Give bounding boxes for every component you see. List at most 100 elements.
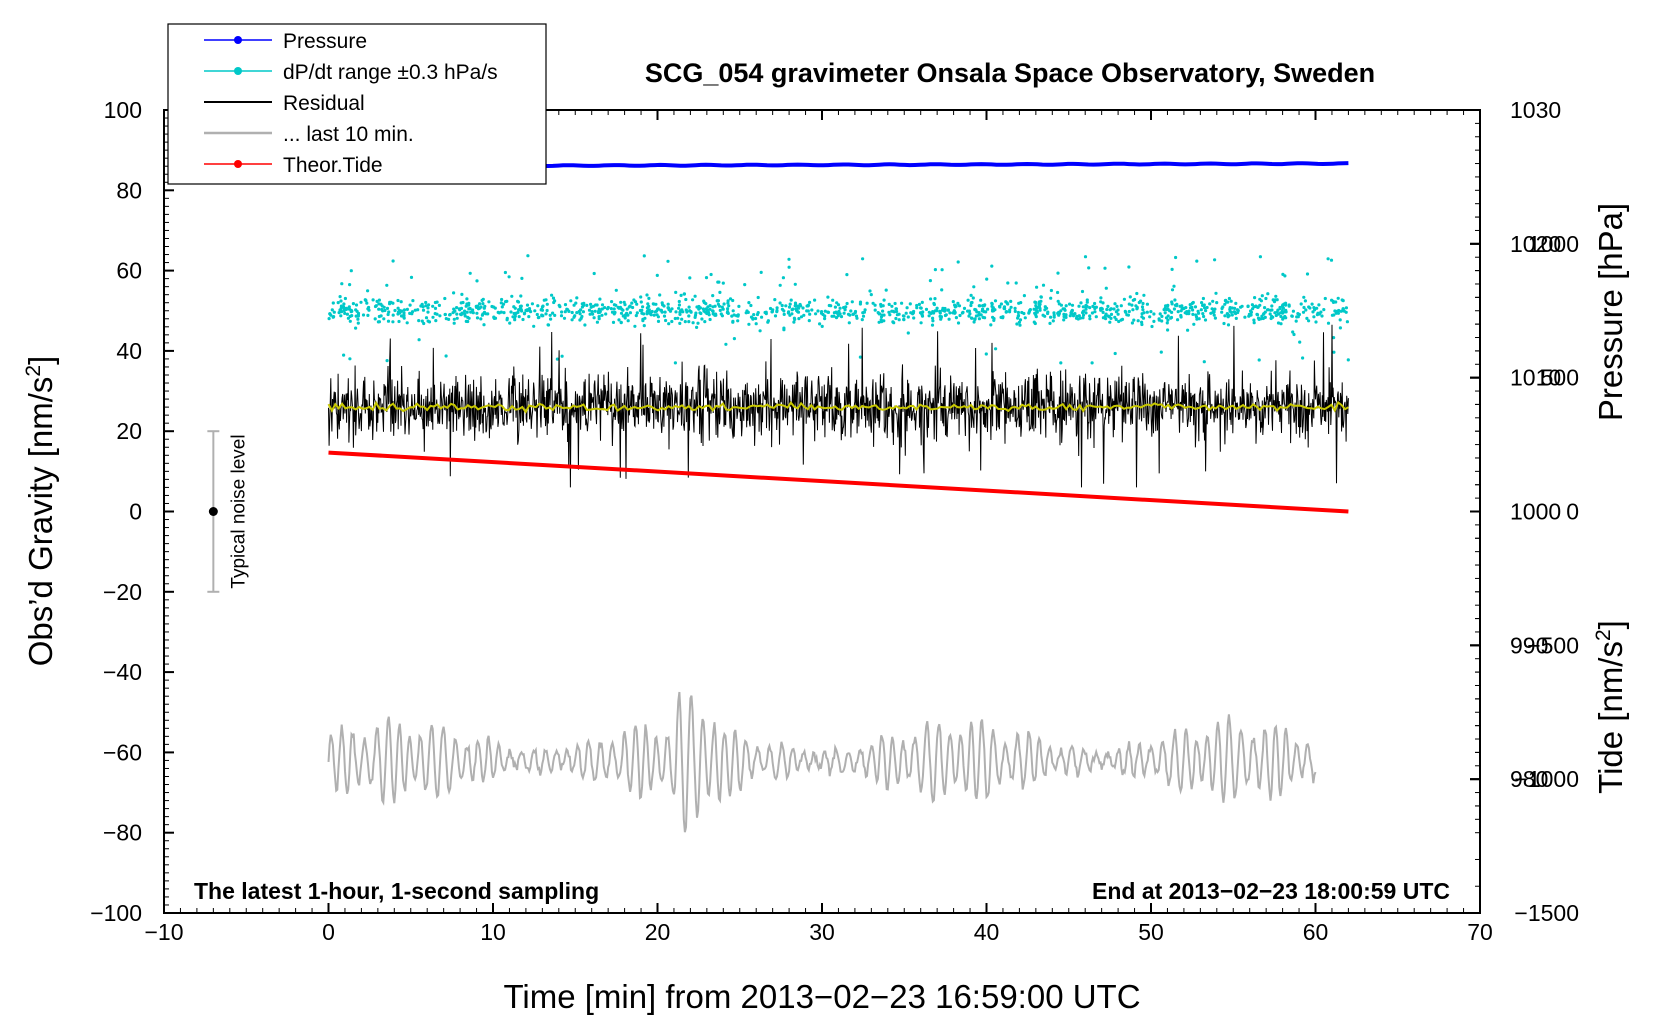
x-tick-label: 20	[645, 919, 671, 945]
dpdt-point	[1338, 326, 1342, 330]
dpdt-point	[1263, 306, 1267, 310]
dpdt-point	[623, 316, 627, 320]
dpdt-point	[1226, 312, 1230, 316]
dpdt-point	[901, 314, 906, 318]
dpdt-point	[905, 306, 909, 310]
legend: Pressure dP/dt range ±0.3 hPa/s Residual…	[167, 23, 547, 185]
dpdt-point	[452, 291, 456, 295]
dpdt-point	[1341, 307, 1345, 311]
dpdt-point	[481, 302, 485, 306]
dpdt-point	[788, 313, 792, 317]
dpdt-point	[560, 354, 564, 358]
dpdt-point	[773, 314, 778, 318]
dpdt-point	[548, 313, 552, 317]
dpdt-point	[377, 314, 381, 319]
dpdt-point	[720, 314, 725, 318]
dpdt-point	[617, 318, 621, 322]
dpdt-point	[1301, 310, 1306, 314]
dpdt-point	[677, 306, 681, 310]
dpdt-point	[887, 310, 891, 314]
dpdt-point	[625, 307, 629, 311]
dpdt-point	[339, 314, 343, 318]
dpdt-point	[1088, 314, 1092, 318]
dpdt-point	[873, 308, 877, 312]
dpdt-point	[704, 276, 709, 280]
dpdt-point	[1334, 311, 1338, 315]
dpdt-point	[1056, 299, 1060, 303]
dpdt-point	[499, 310, 503, 314]
dpdt-point	[1249, 309, 1253, 313]
dpdt-point	[813, 298, 817, 302]
dpdt-point	[639, 300, 643, 304]
dpdt-point	[780, 303, 784, 308]
dpdt-point	[585, 303, 589, 307]
dpdt-point	[1307, 319, 1311, 323]
dpdt-point	[391, 259, 395, 263]
dpdt-point	[1158, 312, 1162, 316]
dpdt-point	[931, 319, 935, 323]
dpdt-point	[1093, 301, 1097, 306]
dpdt-point	[1099, 296, 1103, 300]
dpdt-point	[1169, 315, 1174, 320]
residual-series	[328, 324, 1349, 488]
dpdt-point	[1229, 299, 1233, 303]
dpdt-point	[364, 298, 368, 303]
dpdt-point	[1330, 313, 1334, 317]
dpdt-point	[1104, 312, 1108, 316]
dpdt-point	[427, 303, 431, 307]
dpdt-point	[850, 300, 854, 304]
dpdt-point	[799, 315, 804, 319]
dpdt-point	[332, 315, 336, 319]
dpdt-point	[482, 306, 486, 310]
dpdt-point	[621, 308, 625, 312]
dpdt-point	[1049, 315, 1053, 319]
dpdt-point	[598, 297, 602, 301]
dpdt-point	[1127, 265, 1131, 269]
dpdt-point	[459, 313, 463, 317]
dpdt-point	[642, 254, 646, 258]
dpdt-point	[1152, 312, 1156, 316]
dpdt-point	[1223, 302, 1227, 306]
dpdt-point	[731, 320, 735, 324]
dpdt-point	[537, 315, 541, 319]
dpdt-point	[1215, 301, 1219, 305]
last-10-min-series	[327, 691, 1317, 833]
dpdt-point	[912, 316, 916, 320]
dpdt-point	[410, 310, 415, 314]
dpdt-point	[600, 307, 604, 311]
dpdt-point	[984, 310, 988, 314]
dpdt-point	[1090, 361, 1094, 365]
dpdt-point	[833, 305, 838, 309]
dpdt-point	[1083, 255, 1088, 259]
dpdt-point	[385, 359, 389, 363]
dpdt-point	[431, 304, 435, 308]
dpdt-point	[736, 319, 740, 323]
dpdt-point	[666, 302, 670, 306]
dpdt-point	[1330, 298, 1334, 302]
dpdt-point	[1084, 303, 1088, 307]
dpdt-point	[835, 301, 839, 305]
dpdt-point	[468, 306, 472, 311]
dpdt-point	[1203, 306, 1207, 310]
dpdt-point	[879, 302, 883, 307]
pressure-tick-label: 1030	[1510, 97, 1561, 123]
dpdt-point	[575, 296, 579, 300]
dpdt-point	[559, 314, 564, 318]
dpdt-point	[1346, 358, 1350, 362]
dpdt-point	[1016, 316, 1020, 320]
dpdt-point	[1208, 302, 1212, 306]
dpdt-point	[540, 305, 545, 309]
dpdt-point	[839, 315, 844, 319]
dpdt-point	[935, 309, 939, 313]
dpdt-point	[500, 305, 504, 309]
dpdt-point	[770, 310, 774, 314]
dpdt-point	[1037, 304, 1041, 308]
dpdt-point	[939, 317, 943, 321]
dpdt-point	[985, 277, 989, 281]
tick-layer: −10 0 10 20 30 40 50 60 70−100−80−60−40−20020406…	[90, 97, 1579, 945]
dpdt-point	[475, 316, 480, 320]
dpdt-point	[807, 319, 811, 323]
dpdt-point	[1320, 314, 1324, 318]
dpdt-point	[658, 293, 662, 297]
dpdt-point	[691, 321, 695, 325]
